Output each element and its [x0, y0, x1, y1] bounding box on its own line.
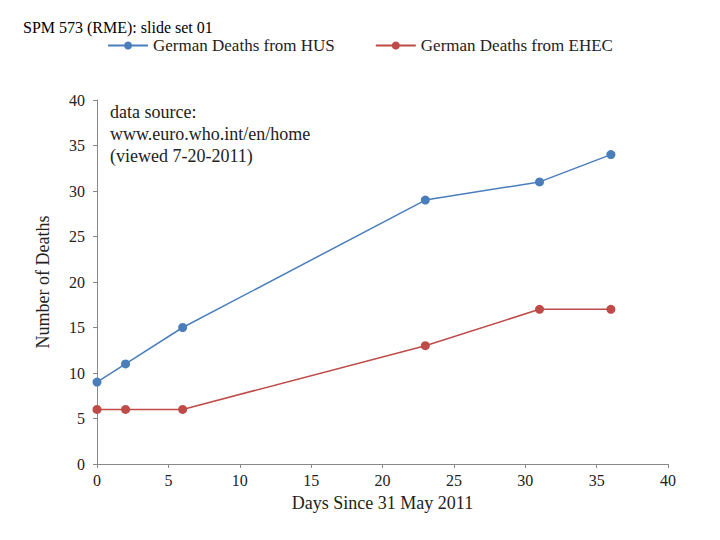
- svg-text:0: 0: [77, 456, 85, 473]
- svg-text:30: 30: [69, 183, 85, 200]
- svg-text:40: 40: [660, 472, 676, 489]
- svg-text:0: 0: [93, 472, 101, 489]
- svg-text:German Deaths from HUS: German Deaths from HUS: [153, 36, 335, 55]
- svg-text:25: 25: [446, 472, 462, 489]
- svg-text:10: 10: [232, 472, 248, 489]
- svg-text:5: 5: [164, 472, 172, 489]
- svg-text:data source:: data source:: [110, 102, 196, 122]
- svg-text:(viewed 7-20-2011): (viewed 7-20-2011): [110, 146, 253, 167]
- svg-text:20: 20: [69, 274, 85, 291]
- svg-text:5: 5: [77, 410, 85, 427]
- svg-text:35: 35: [589, 472, 605, 489]
- svg-text:Number of Deaths: Number of Deaths: [33, 216, 53, 349]
- svg-text:15: 15: [303, 472, 319, 489]
- svg-text:30: 30: [517, 472, 533, 489]
- svg-text:20: 20: [375, 472, 391, 489]
- svg-text:15: 15: [69, 319, 85, 336]
- svg-text:40: 40: [69, 92, 85, 109]
- svg-text:25: 25: [69, 228, 85, 245]
- svg-text:German Deaths from EHEC: German Deaths from EHEC: [421, 36, 613, 55]
- svg-text:www.euro.who.int/en/home: www.euro.who.int/en/home: [110, 124, 310, 144]
- svg-text:Days Since 31 May 2011: Days Since 31 May 2011: [292, 493, 473, 513]
- svg-text:10: 10: [69, 365, 85, 382]
- svg-text:35: 35: [69, 137, 85, 154]
- svg-text:SPM 573 (RME): slide set 01: SPM 573 (RME): slide set 01: [23, 19, 213, 37]
